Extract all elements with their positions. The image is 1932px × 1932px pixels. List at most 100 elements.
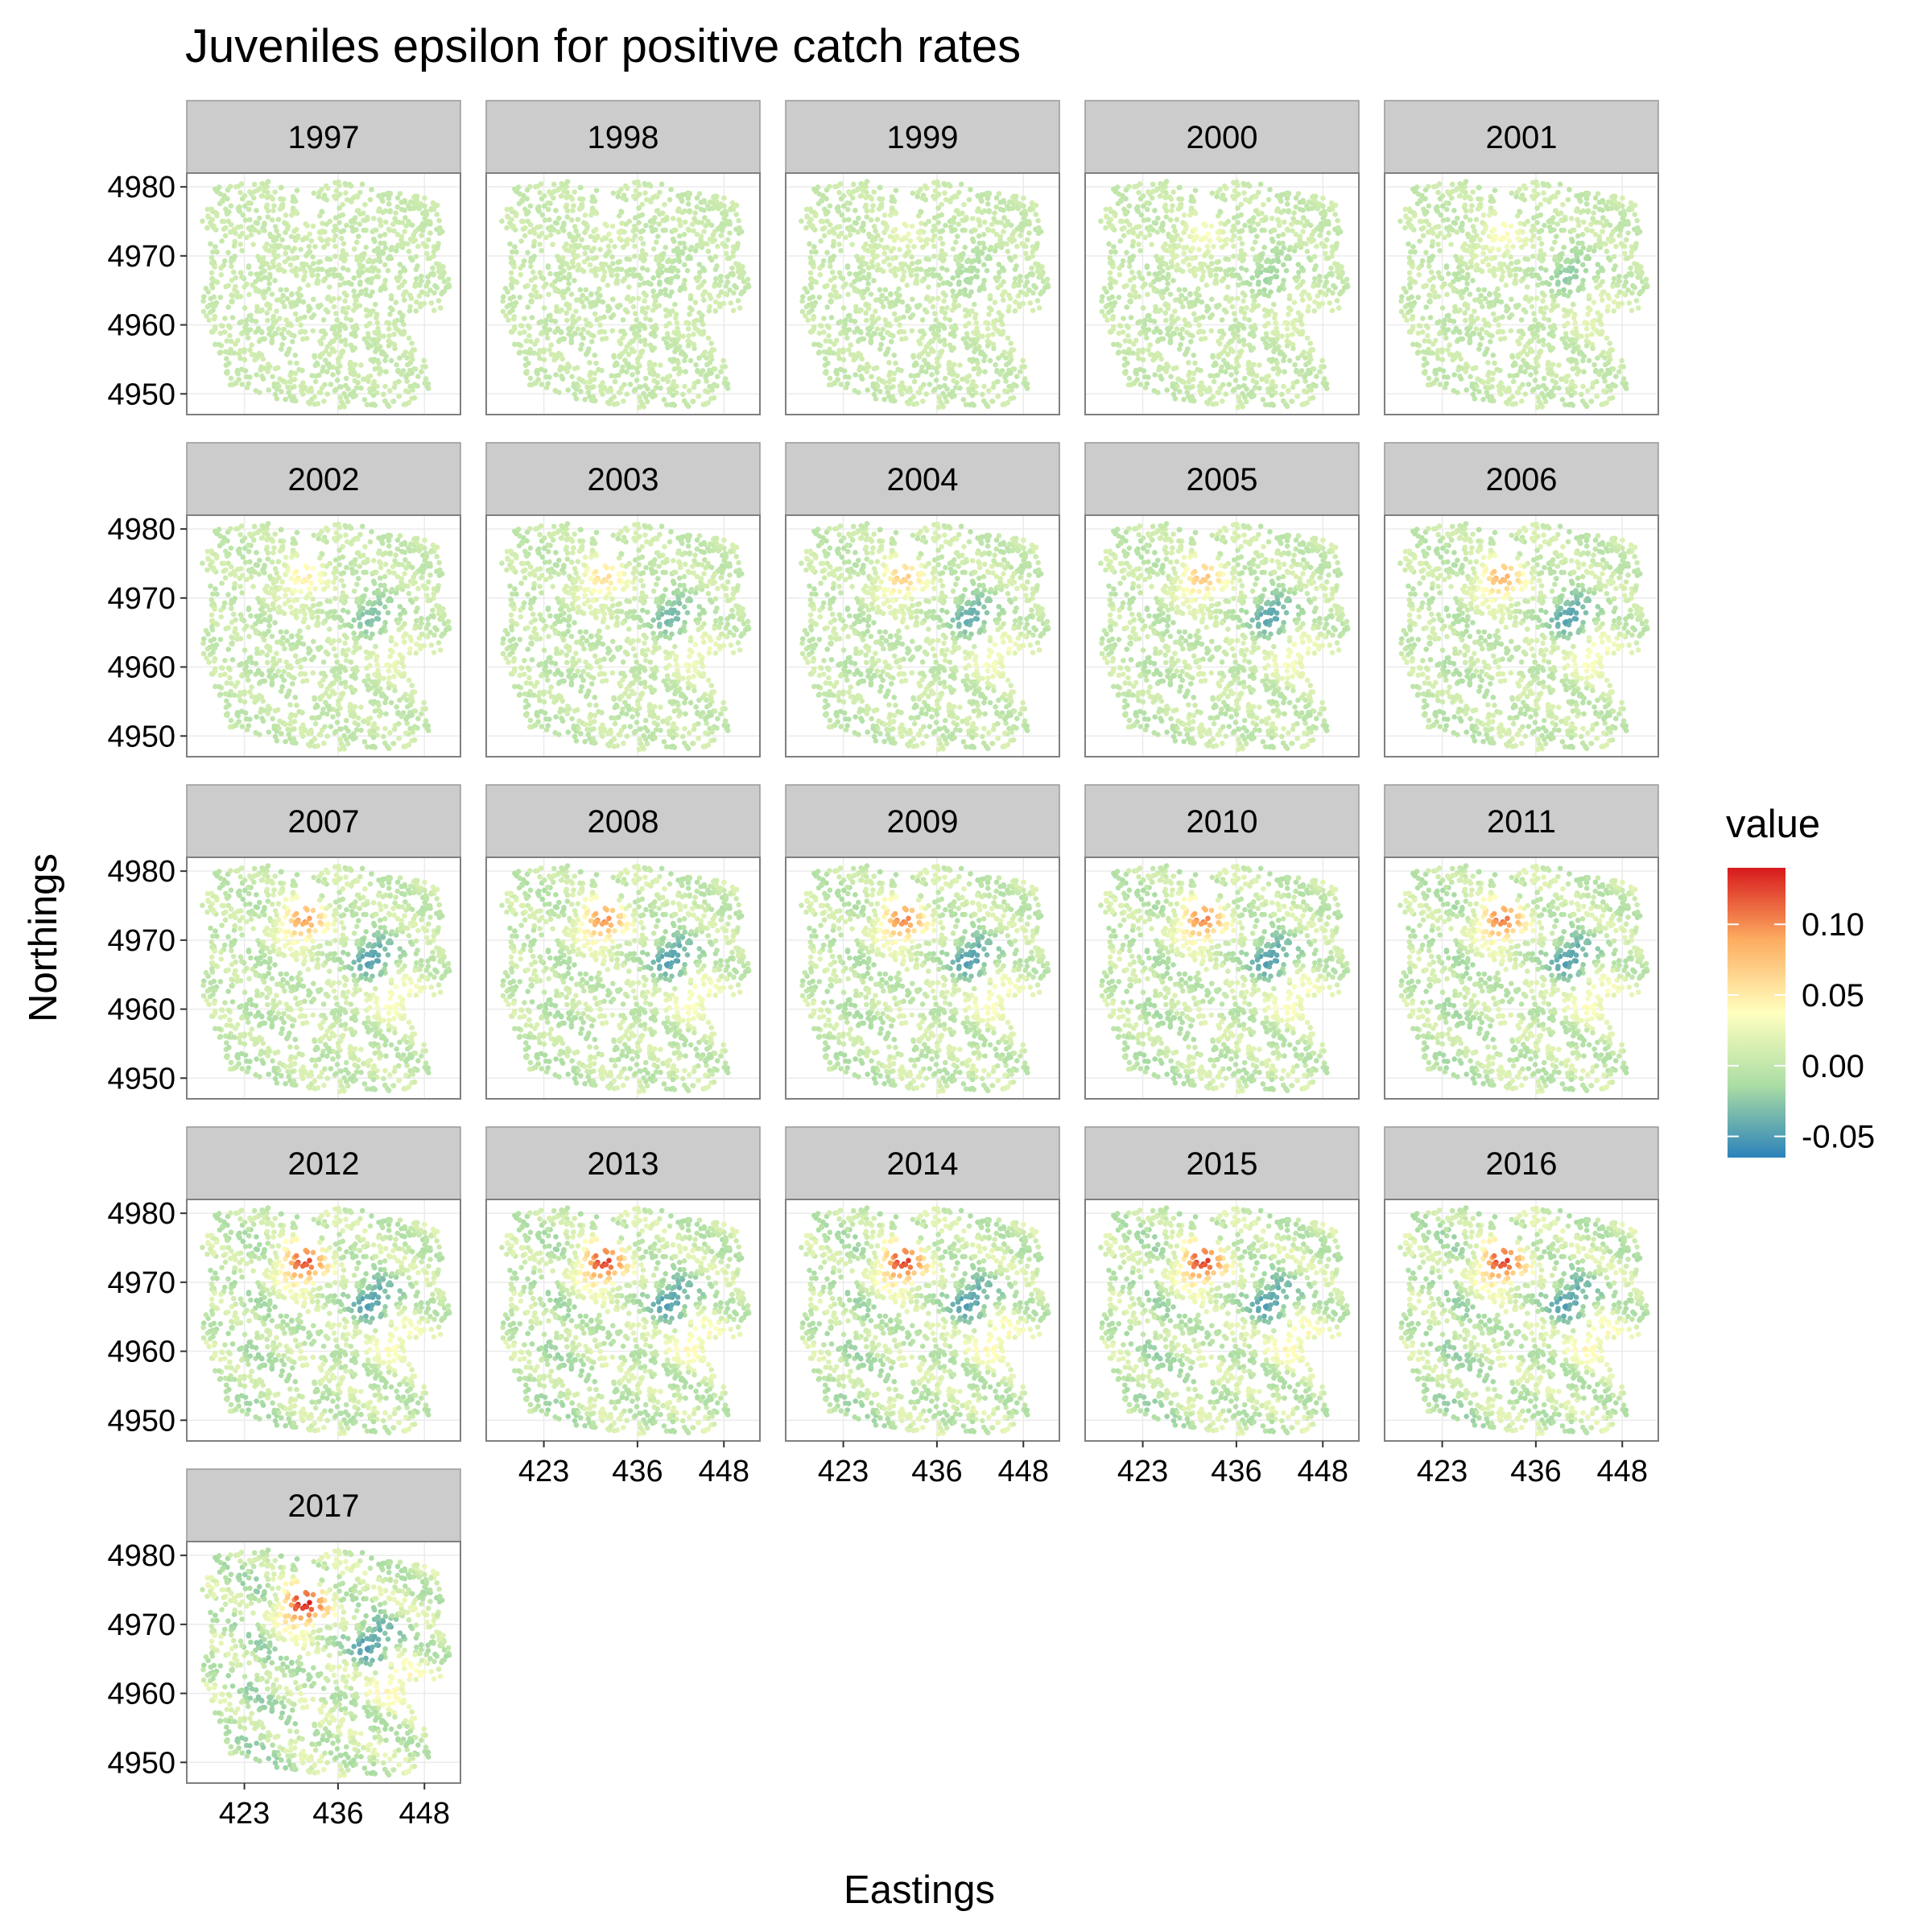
data-point — [578, 346, 584, 353]
data-point — [844, 335, 850, 341]
data-point — [248, 270, 254, 277]
data-point — [843, 281, 848, 287]
data-point — [1241, 382, 1247, 389]
data-point — [566, 305, 572, 312]
data-point — [423, 376, 429, 382]
data-point — [828, 315, 835, 320]
data-point — [703, 223, 708, 229]
data-point — [349, 199, 354, 204]
data-point — [402, 297, 407, 303]
data-point — [532, 275, 538, 281]
data-point — [1218, 351, 1224, 357]
data-point — [423, 213, 429, 218]
data-point — [1325, 255, 1331, 262]
data-point — [1239, 265, 1245, 271]
data-point — [551, 195, 556, 201]
data-point — [1013, 193, 1019, 200]
data-point — [417, 283, 423, 288]
data-point — [983, 320, 989, 326]
data-point — [591, 246, 597, 252]
data-point — [279, 237, 286, 243]
data-point — [993, 204, 1000, 210]
data-point — [827, 375, 833, 382]
data-point — [642, 316, 649, 321]
data-point — [869, 320, 876, 327]
data-point — [1191, 353, 1197, 358]
data-point — [415, 193, 420, 200]
data-point — [803, 303, 810, 310]
data-point — [294, 188, 300, 193]
data-point — [722, 364, 728, 369]
data-point — [859, 183, 865, 189]
data-point — [437, 305, 444, 311]
data-point — [630, 271, 636, 278]
data-point — [374, 247, 380, 253]
data-point — [221, 226, 227, 232]
data-point — [843, 234, 848, 241]
data-point — [279, 341, 286, 348]
data-point — [390, 398, 396, 404]
data-point — [691, 321, 697, 328]
data-point — [1008, 370, 1013, 376]
data-point — [1127, 263, 1133, 270]
data-point — [724, 279, 731, 285]
data-point — [290, 339, 295, 345]
data-point — [349, 324, 356, 330]
data-point — [539, 331, 544, 336]
data-point — [551, 357, 557, 363]
data-point — [642, 337, 648, 343]
data-point — [287, 262, 294, 268]
data-point — [1265, 320, 1271, 327]
data-point — [966, 373, 972, 379]
data-point — [256, 276, 262, 283]
data-point — [651, 219, 657, 225]
data-point — [299, 237, 306, 243]
data-point — [407, 360, 414, 365]
data-point — [1114, 184, 1121, 190]
data-point — [863, 310, 869, 316]
data-point — [1215, 372, 1220, 378]
data-point — [1160, 221, 1166, 226]
data-point — [891, 237, 898, 243]
data-point — [1285, 332, 1290, 339]
data-point — [393, 210, 398, 216]
data-point — [861, 275, 866, 280]
data-point — [1128, 315, 1134, 320]
data-point — [351, 275, 357, 281]
data-point — [1121, 369, 1128, 376]
data-point — [1126, 203, 1133, 209]
data-point — [382, 245, 389, 251]
data-point — [1170, 203, 1175, 208]
data-point — [819, 198, 824, 204]
data-point — [876, 316, 881, 321]
data-point — [687, 388, 692, 394]
data-point — [886, 262, 893, 268]
data-point — [312, 378, 319, 385]
data-point — [386, 201, 392, 207]
data-point — [925, 352, 931, 357]
data-point — [520, 218, 526, 225]
data-point — [208, 220, 213, 226]
data-point — [588, 369, 594, 376]
data-point — [727, 230, 733, 236]
data-point — [577, 206, 583, 212]
data-point — [1124, 304, 1129, 310]
data-point — [620, 317, 626, 323]
data-point — [1221, 307, 1228, 313]
data-point — [617, 229, 623, 236]
data-point — [322, 382, 328, 388]
data-point — [387, 388, 393, 394]
data-point — [427, 287, 433, 293]
data-point — [289, 212, 295, 218]
data-point — [1235, 404, 1241, 411]
data-point — [576, 376, 582, 382]
data-point — [828, 338, 833, 345]
data-point — [343, 316, 349, 321]
data-point — [336, 360, 341, 365]
data-point — [387, 208, 393, 215]
data-point — [1183, 384, 1189, 390]
data-point — [374, 320, 381, 326]
data-point — [272, 224, 279, 229]
data-point — [200, 298, 206, 304]
data-point — [1297, 233, 1303, 240]
